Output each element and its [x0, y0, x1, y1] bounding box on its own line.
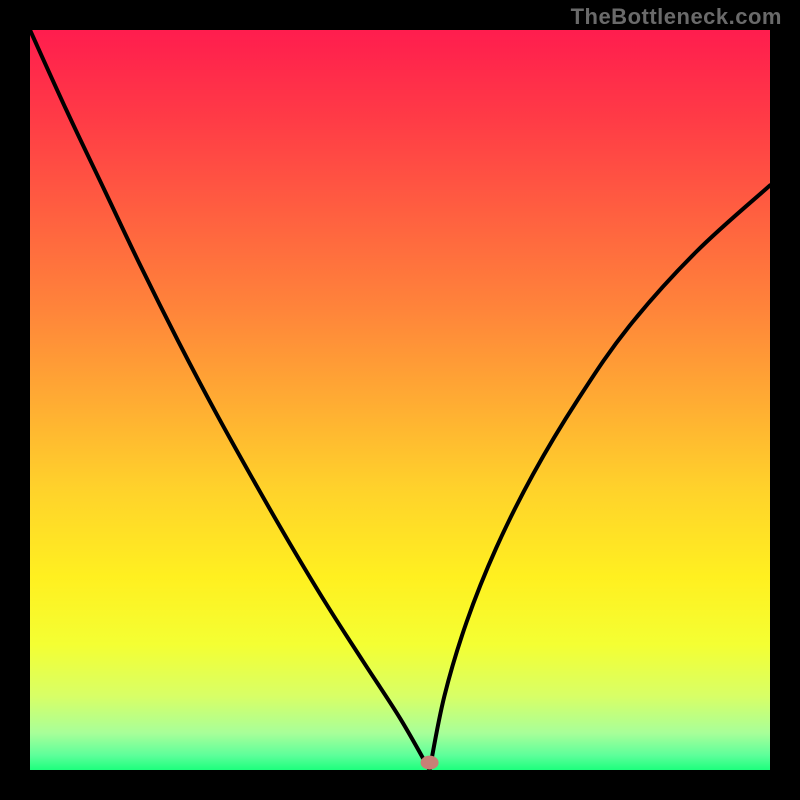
plot-svg: [0, 0, 800, 800]
watermark-text: TheBottleneck.com: [571, 4, 782, 30]
chart-container: TheBottleneck.com: [0, 0, 800, 800]
gradient-background: [30, 30, 770, 770]
valley-marker: [421, 756, 439, 770]
